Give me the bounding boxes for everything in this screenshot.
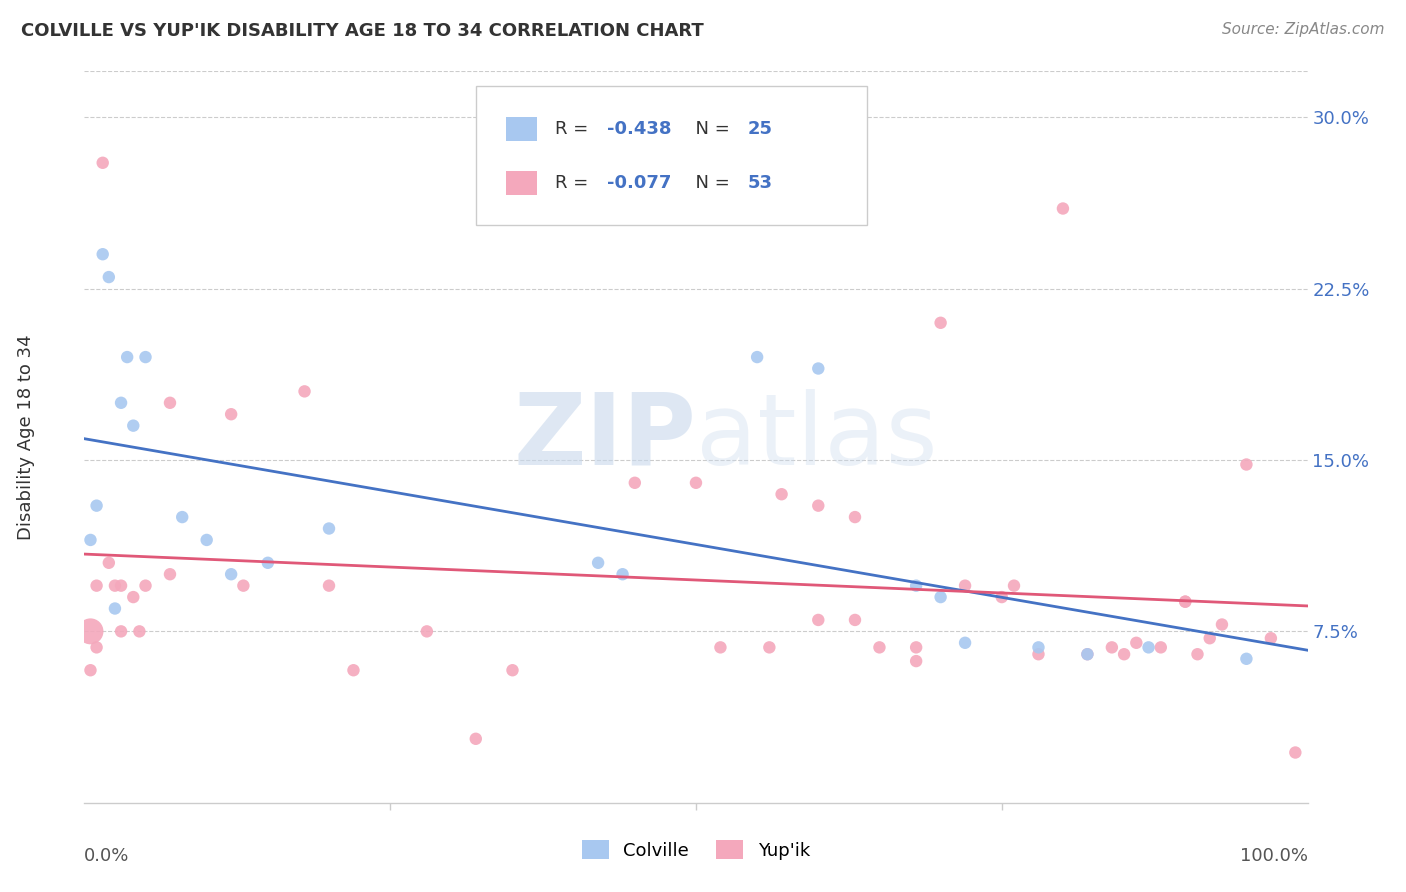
Point [318,579,340,593]
Point [86,579,108,593]
Point [135,579,157,593]
Point [758,640,780,655]
Point [929,316,952,330]
Point [1284,746,1306,760]
Point [97,270,120,285]
Point [232,579,254,593]
Point [807,613,830,627]
Point [1002,579,1025,593]
Point [1052,202,1074,216]
Point [464,731,486,746]
Point [1076,647,1098,661]
Point [86,499,108,513]
Point [612,567,634,582]
Point [1211,617,1233,632]
FancyBboxPatch shape [475,86,868,225]
Point [1076,647,1098,661]
Point [195,533,218,547]
Point [953,579,976,593]
Text: Disability Age 18 to 34: Disability Age 18 to 34 [17,334,35,540]
Text: atlas: atlas [696,389,938,485]
Point [104,601,127,615]
Point [685,475,707,490]
Point [97,556,120,570]
Text: 0.0%: 0.0% [84,847,129,864]
Point [1198,632,1220,646]
Point [624,475,647,490]
Point [110,579,132,593]
Point [91,155,114,169]
Point [1174,595,1197,609]
Point [416,624,439,639]
Point [104,579,127,593]
Point [86,640,108,655]
Text: R =: R = [555,174,595,193]
Text: N =: N = [683,120,735,137]
Point [1187,647,1209,661]
Point [1101,640,1123,655]
Point [1150,640,1173,655]
Point [219,407,242,421]
Point [79,533,101,547]
Point [1028,640,1050,655]
Point [709,640,731,655]
Point [172,510,194,524]
Point [991,590,1014,604]
Point [1260,632,1282,646]
Text: N =: N = [683,174,735,193]
Text: ZIP: ZIP [513,389,696,485]
Point [1236,652,1258,666]
Legend: Colville, Yup'ik: Colville, Yup'ik [575,833,817,867]
Point [1137,640,1160,655]
Point [586,556,609,570]
Point [770,487,793,501]
Point [1125,636,1147,650]
Text: 100.0%: 100.0% [1240,847,1308,864]
Point [747,350,769,364]
Point [844,510,866,524]
Point [1236,458,1258,472]
Point [219,567,242,582]
Text: 53: 53 [748,174,772,193]
Point [159,396,181,410]
Point [128,624,150,639]
Point [115,350,138,364]
Point [1028,647,1050,661]
Point [905,654,928,668]
Point [110,624,132,639]
Point [905,579,928,593]
Point [807,499,830,513]
Text: R =: R = [555,120,595,137]
Point [1174,595,1197,609]
Point [79,624,101,639]
Point [91,247,114,261]
Point [110,396,132,410]
Point [844,613,866,627]
Text: -0.077: -0.077 [606,174,671,193]
Point [135,350,157,364]
Point [159,567,181,582]
Text: Source: ZipAtlas.com: Source: ZipAtlas.com [1222,22,1385,37]
Point [953,636,976,650]
Point [122,590,145,604]
Text: COLVILLE VS YUP'IK DISABILITY AGE 18 TO 34 CORRELATION CHART: COLVILLE VS YUP'IK DISABILITY AGE 18 TO … [21,22,704,40]
Point [807,361,830,376]
Point [122,418,145,433]
Point [905,640,928,655]
Text: -0.438: -0.438 [606,120,671,137]
Text: 25: 25 [748,120,772,137]
Point [502,663,524,677]
FancyBboxPatch shape [506,117,537,141]
Point [342,663,364,677]
Point [79,663,101,677]
Point [257,556,280,570]
Point [294,384,316,399]
Point [1114,647,1136,661]
Point [869,640,891,655]
FancyBboxPatch shape [506,171,537,195]
Point [929,590,952,604]
Point [318,521,340,535]
